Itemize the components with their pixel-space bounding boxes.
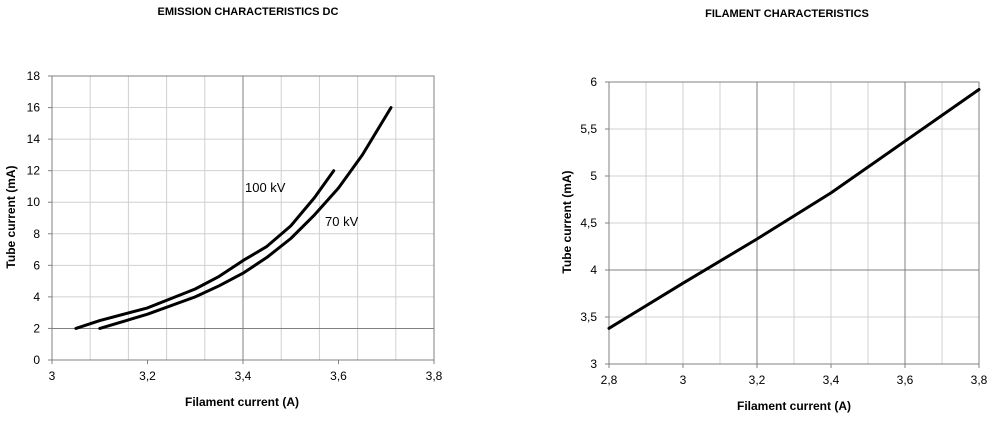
filament-chart-ylabel: Tube current (mA) [560,170,574,273]
series-line [607,88,981,330]
y-tick-label: 4 [33,290,40,304]
y-tick-label: 5 [590,169,597,183]
x-tick-label: 3,4 [823,373,840,387]
x-tick-label: 3,8 [971,373,988,387]
y-tick-label: 3 [590,357,597,371]
y-tick-label: 12 [27,164,41,178]
emission-chart-ylabel: Tube current (mA) [4,165,18,268]
annotation-100kv: 100 kV [245,180,286,195]
y-tick-label: 5,5 [580,122,597,136]
y-tick-label: 0 [33,353,40,367]
y-tick-label: 18 [27,69,41,83]
series-line-100kv [74,169,336,330]
y-tick-label: 14 [27,132,41,146]
y-tick-label: 2 [33,321,40,335]
x-tick-label: 3,6 [897,373,914,387]
emission-chart-title: EMISSION CHARACTERISTICS DC [158,6,339,18]
filament-chart-ticks: 2,8 3 3,2 3,4 3,6 3,8 3 3,5 4 4,5 5 5,5 6 [580,75,987,387]
y-tick-label: 16 [27,101,41,115]
y-tick-label: 4 [590,263,597,277]
emission-chart-grid [51,75,435,361]
x-tick-label: 2,8 [601,373,618,387]
y-tick-label: 10 [27,195,41,209]
filament-chart-title: FILAMENT CHARACTERISTICS [705,8,869,20]
x-tick-label: 3,2 [139,369,156,383]
emission-chart: EMISSION CHARACTERISTICS DC 3 3,2 3,4 3,6 3,… [4,6,443,409]
filament-chart-series [607,88,981,330]
emission-chart-xlabel: Filament current (A) [185,395,299,409]
annotation-70kv: 70 kV [325,214,359,229]
y-tick-label: 6 [33,258,40,272]
filament-chart: FILAMENT CHARACTERISTICS 2,8 3 3,2 3,4 3,6 3,… [560,8,988,413]
y-tick-label: 3,5 [580,310,597,324]
x-tick-label: 3,6 [330,369,347,383]
y-tick-label: 8 [33,227,40,241]
x-tick-label: 3,8 [426,369,443,383]
filament-chart-xlabel: Filament current (A) [737,399,851,413]
emission-chart-series [74,106,393,330]
y-tick-label: 6 [590,75,597,89]
x-tick-label: 3 [49,369,56,383]
filament-chart-grid [608,81,980,365]
x-tick-label: 3,4 [235,369,252,383]
x-tick-label: 3,2 [749,373,766,387]
series-line-70kv [98,106,393,330]
x-tick-label: 3 [680,373,687,387]
emission-chart-ticks: 3 3,2 3,4 3,6 3,8 0 2 4 6 8 10 12 14 16 18 [27,69,443,383]
y-tick-label: 4,5 [580,216,597,230]
